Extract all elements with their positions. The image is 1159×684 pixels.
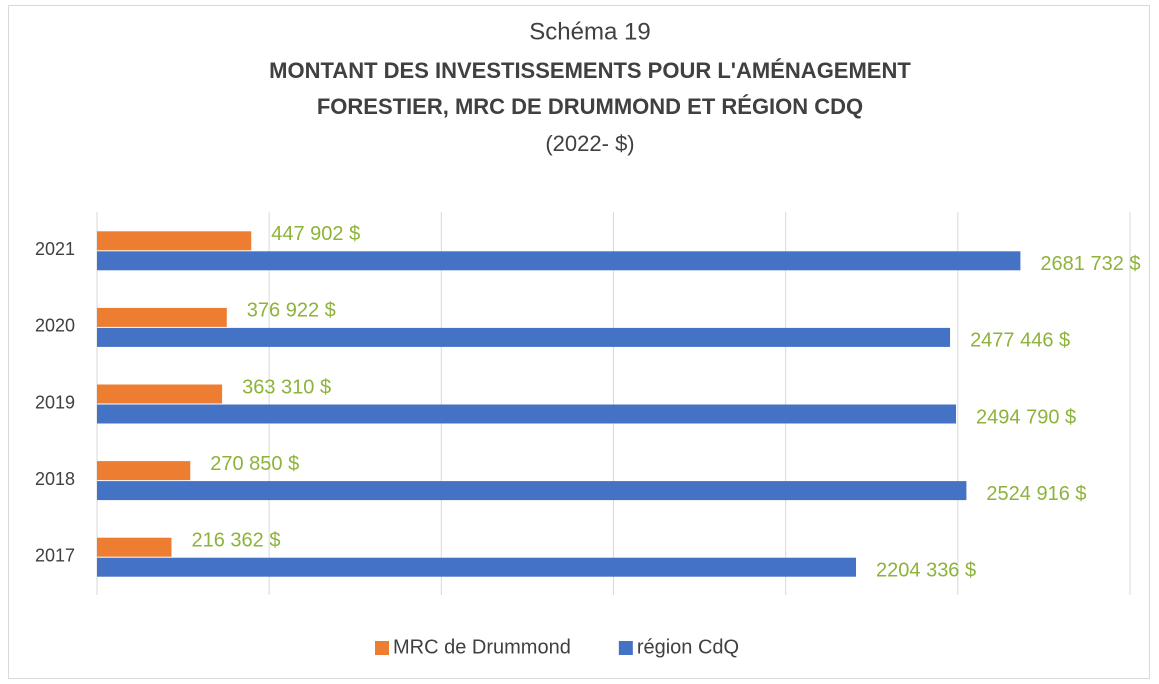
y-tick-label: 2021: [35, 239, 75, 259]
chart-overline: Schéma 19: [529, 18, 650, 45]
data-label: 2681 732 $: [1040, 253, 1140, 275]
bar: [97, 461, 191, 481]
legend-label: MRC de Drummond: [393, 636, 571, 658]
data-label: 447 902 $: [271, 223, 360, 245]
bar: [97, 384, 223, 404]
legend-label: région CdQ: [637, 636, 739, 658]
bar: [97, 327, 951, 347]
bar: [97, 307, 227, 327]
bar: [97, 481, 967, 501]
y-tick-label: 2017: [35, 545, 75, 565]
bar: [97, 251, 1021, 271]
bar: [97, 557, 857, 577]
chart-subtitle: (2022- $): [545, 131, 634, 156]
legend-swatch: [375, 641, 389, 655]
y-tick-label: 2018: [35, 469, 75, 489]
data-label: 270 850 $: [210, 453, 299, 475]
data-label: 2204 336 $: [876, 559, 976, 581]
y-tick-label: 2020: [35, 316, 75, 336]
y-tick-label: 2019: [35, 392, 75, 412]
data-label: 2524 916 $: [986, 483, 1086, 505]
legend-swatch: [618, 641, 633, 655]
chart-title: MONTANT DES INVESTISSEMENTS POUR L'AMÉNA…: [269, 58, 911, 83]
data-label: 2494 790 $: [976, 406, 1076, 428]
data-label: 376 922 $: [247, 300, 336, 322]
data-label: 216 362 $: [192, 529, 281, 551]
bar: [97, 404, 957, 424]
chart-title: FORESTIER, MRC DE DRUMMOND ET RÉGION CDQ: [317, 94, 863, 119]
data-label: 363 310 $: [242, 376, 331, 398]
bar: [97, 231, 252, 251]
data-label: 2477 446 $: [970, 330, 1070, 352]
bar: [97, 537, 172, 557]
